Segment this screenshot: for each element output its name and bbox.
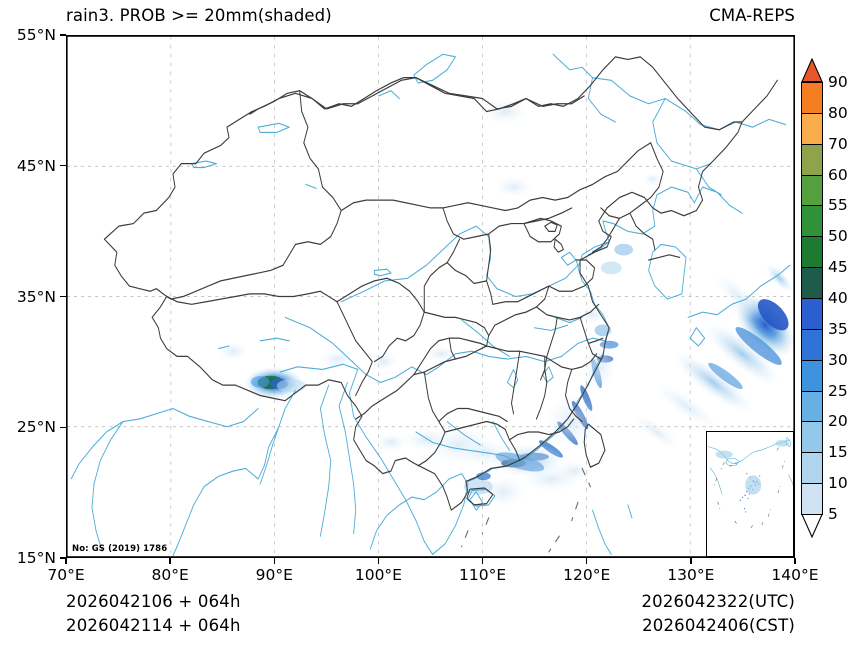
colorbar-band — [801, 390, 823, 423]
colorbar-band — [801, 359, 823, 392]
footer-valid-time-cst: 2026042406(CST) — [642, 616, 795, 635]
colorbar-tick-label: 30 — [828, 350, 848, 369]
x-axis-tick-mark — [481, 558, 484, 564]
colorbar-tick-label: 40 — [828, 289, 848, 307]
y-axis-tick-mark — [60, 34, 66, 36]
x-axis-tick-label: 100°E — [354, 566, 402, 584]
colorbar-band — [801, 328, 823, 361]
colorbar-tick-label: 10 — [828, 474, 848, 493]
x-axis-tick-label: 130°E — [667, 566, 715, 584]
map-plot-area[interactable]: No: GS (2019) 1786 — [66, 35, 795, 558]
colorbar[interactable]: 90 80 70 60 55 50 45 40 35 30 25 20 15 10 5 — [801, 57, 860, 539]
graticule-grid — [67, 36, 794, 557]
colorbar-band — [801, 483, 823, 515]
inset-vector-layer — [707, 437, 793, 529]
footer-valid-time-utc: 2026042322(UTC) — [641, 592, 795, 611]
colorbar-tick-label: 70 — [828, 134, 848, 153]
y-axis-tick-mark — [60, 557, 66, 559]
colorbar-band — [801, 174, 823, 207]
x-axis-tick-label: 70°E — [47, 566, 85, 584]
colorbar-band — [801, 205, 823, 238]
colorbar-tick-label: 25 — [828, 381, 848, 400]
footer-init-time-cst: 2026042114 + 064h — [66, 616, 241, 635]
footer-init-time-utc: 2026042106 + 064h — [66, 592, 241, 611]
map-vector-layer — [67, 36, 794, 557]
plot-frame — [67, 36, 794, 557]
x-axis-tick-label: 80°E — [151, 566, 189, 584]
colorbar-band — [801, 298, 823, 330]
x-axis-tick-label: 140°E — [771, 566, 819, 584]
x-axis-tick-label: 110°E — [458, 566, 507, 584]
south-china-sea-boundary-line — [461, 467, 591, 553]
x-axis-tick-mark — [794, 558, 796, 564]
colorbar-tick-label: 80 — [828, 103, 848, 122]
colorbar-tick-label: 35 — [828, 319, 848, 338]
y-axis-tick-mark — [60, 165, 66, 167]
colorbar-band — [801, 82, 823, 114]
page-title: rain3. PROB >= 20mm(shaded) — [66, 6, 332, 25]
x-axis-tick-label: 90°E — [255, 566, 293, 584]
x-axis-tick-mark — [377, 558, 380, 564]
colorbar-extend-top — [801, 57, 823, 83]
y-axis-tick-label: 35°N — [16, 287, 56, 306]
colorbar-extend-bottom — [801, 513, 823, 539]
colorbar-band — [801, 267, 823, 299]
colorbar-band — [801, 236, 823, 269]
colorbar-tick-label: 20 — [828, 412, 848, 431]
colorbar-tick-label: 15 — [828, 443, 848, 462]
colorbar-band — [801, 112, 823, 145]
x-axis-tick-mark — [65, 558, 67, 564]
y-axis-tick-label: 45°N — [16, 156, 56, 175]
y-axis-tick-mark — [60, 426, 66, 428]
y-axis-tick-label: 15°N — [16, 549, 56, 567]
y-axis-tick-mark — [60, 295, 66, 298]
colorbar-tick-label: 5 — [828, 505, 838, 523]
colorbar-band — [801, 143, 823, 176]
colorbar-band — [801, 421, 823, 454]
y-axis-tick-label: 25°N — [16, 418, 56, 437]
x-axis-tick-mark — [169, 558, 171, 564]
colorbar-tick-label: 60 — [828, 165, 848, 184]
x-axis-tick-mark — [690, 558, 692, 564]
colorbar-tick-label: 55 — [828, 196, 848, 215]
rivers-and-coastline — [70, 53, 791, 557]
administrative-borders — [103, 56, 778, 511]
x-axis-tick-label: 120°E — [563, 566, 611, 584]
model-label: CMA-REPS — [709, 6, 795, 25]
colorbar-tick-label: 50 — [828, 227, 848, 246]
colorbar-band — [801, 452, 823, 485]
colorbar-tick-label: 45 — [828, 258, 848, 277]
y-axis-tick-label: 55°N — [16, 26, 56, 44]
map-approval-note: No: GS (2019) 1786 — [72, 544, 168, 554]
x-axis-tick-mark — [586, 558, 588, 564]
x-axis-tick-mark — [273, 558, 275, 564]
colorbar-tick-label: 90 — [828, 73, 848, 91]
south-china-sea-inset[interactable] — [706, 431, 794, 557]
